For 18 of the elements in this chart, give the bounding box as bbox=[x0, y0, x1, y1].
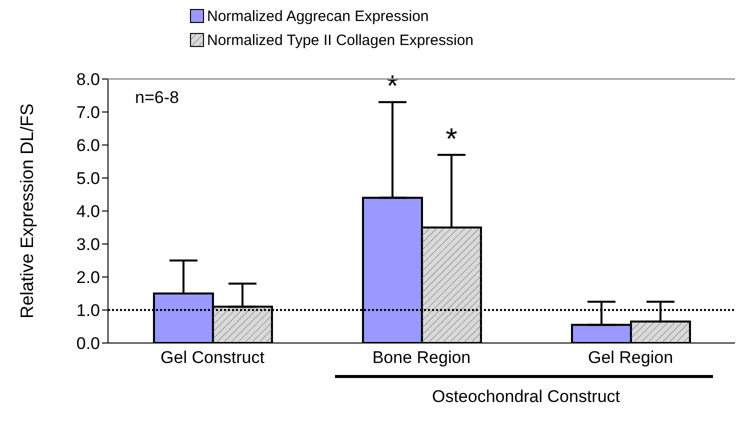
y-tick-label: 4.0 bbox=[76, 202, 100, 222]
legend-label: Normalized Aggrecan Expression bbox=[207, 8, 429, 24]
y-tick-label: 0.0 bbox=[76, 334, 100, 354]
x-tick-label: Gel Region bbox=[588, 348, 674, 368]
y-axis-title: Relative Expression DL/FS bbox=[16, 103, 37, 319]
y-tick-label: 6.0 bbox=[76, 136, 100, 156]
annotation: n=6-8 bbox=[135, 88, 179, 107]
x-tick-label: Gel Construct bbox=[160, 348, 265, 368]
annotation: * bbox=[446, 122, 458, 156]
text: Osteochondral Construct bbox=[432, 387, 620, 406]
y-tick-label: 3.0 bbox=[76, 235, 100, 254]
y-tick-label: 1.0 bbox=[76, 301, 100, 320]
y-tick-label: 8.0 bbox=[76, 70, 100, 90]
legend-label: Normalized Type II Collagen Expression bbox=[207, 32, 474, 48]
y-tick-label: 2.0 bbox=[76, 268, 100, 288]
x-tick-label: Bone Region bbox=[372, 348, 471, 368]
y-tick-label: 7.0 bbox=[76, 103, 100, 122]
y-tick-label: 5.0 bbox=[76, 169, 100, 188]
